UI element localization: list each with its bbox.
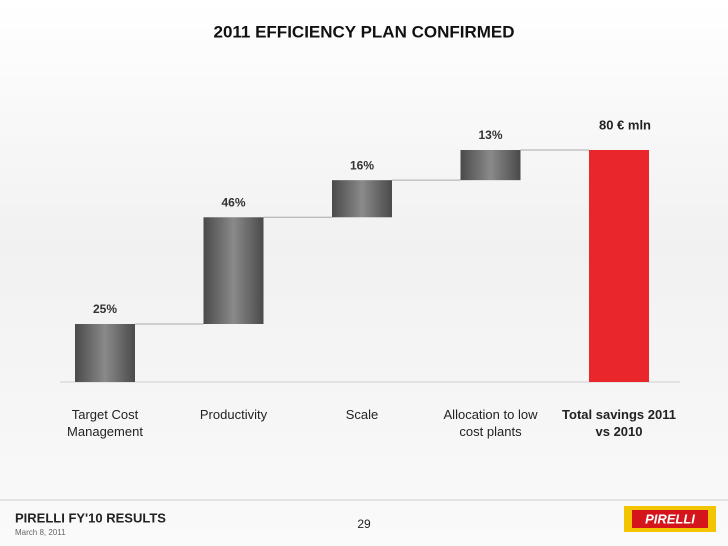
data-label: 13% <box>478 128 502 142</box>
x-tick-label: Productivity <box>199 407 268 422</box>
data-label: 46% <box>221 195 245 209</box>
bar <box>332 180 392 218</box>
x-tick-label: Scale <box>345 407 379 422</box>
bar <box>460 150 521 181</box>
bar <box>75 324 135 382</box>
slide-title: 2011 EFFICIENCY PLAN CONFIRMED <box>213 22 514 41</box>
x-tick-label: Total savings 2011 vs 2010 <box>562 407 676 439</box>
x-tick-label: Target Cost Management <box>67 407 143 439</box>
total-bar <box>589 150 649 382</box>
x-tick-label: Allocation to low cost plants <box>443 407 538 439</box>
logo: PIRELLI <box>645 511 695 526</box>
data-label: 16% <box>350 158 374 172</box>
bar <box>203 217 264 324</box>
logo-band <box>632 510 708 528</box>
total-label: 80 € mln <box>599 117 651 132</box>
data-label: 25% <box>93 302 117 316</box>
page-number: 29 <box>357 517 371 531</box>
footer-date: March 8, 2011 <box>15 528 66 537</box>
footer-title: PIRELLI FY'10 RESULTS <box>15 510 166 525</box>
